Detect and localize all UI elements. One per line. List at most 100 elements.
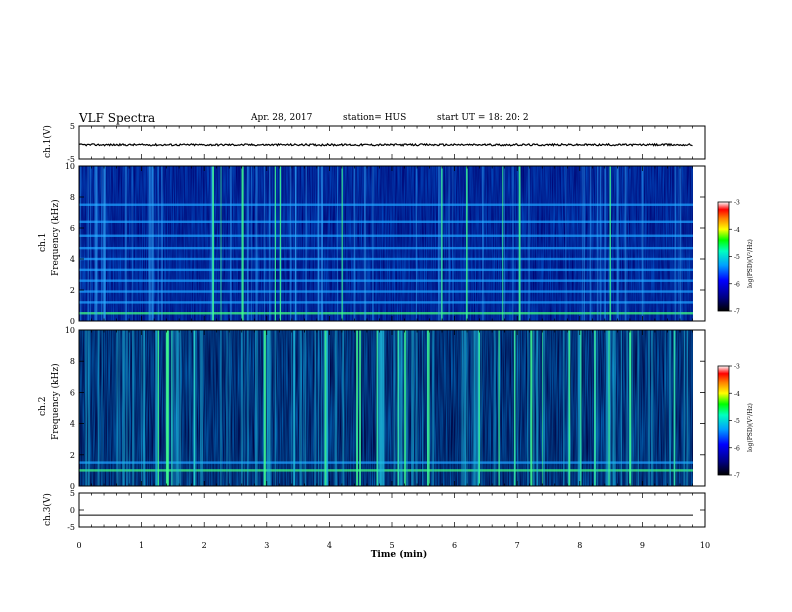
vertical-burst (463, 330, 466, 486)
vertical-burst (126, 330, 128, 486)
vertical-burst (406, 330, 408, 486)
vertical-burst (101, 166, 103, 321)
vertical-burst (594, 330, 596, 486)
vertical-burst (254, 330, 257, 486)
spectral-band (79, 301, 693, 304)
vertical-burst (542, 330, 543, 486)
vertical-burst (122, 330, 124, 486)
vertical-burst (440, 166, 442, 321)
vertical-burst (581, 166, 583, 321)
vertical-burst (263, 330, 266, 486)
vertical-burst (428, 330, 430, 486)
header-station: station= HUS (343, 113, 407, 123)
y-tick-label: 2 (70, 286, 75, 295)
vertical-burst (155, 330, 158, 486)
ch1-horizontal-bands (79, 203, 693, 315)
vertical-burst (512, 166, 514, 321)
header-date: Apr. 28, 2017 (251, 113, 313, 123)
x-tick-label: 5 (389, 541, 394, 550)
vertical-burst (565, 166, 567, 321)
vertical-burst (334, 330, 336, 486)
y-tick-label: 6 (70, 388, 75, 397)
y-tick-label: 0 (70, 482, 75, 491)
vertical-burst (269, 166, 271, 321)
vertical-burst (175, 330, 177, 486)
vertical-burst (161, 166, 163, 321)
vertical-burst (382, 330, 384, 486)
vertical-burst (157, 166, 159, 321)
vertical-burst (372, 166, 374, 321)
ch2-horizontal-bands (79, 461, 693, 472)
x-tick-label: 4 (327, 541, 332, 550)
vertical-burst (321, 166, 323, 321)
spectral-band (79, 461, 693, 464)
vertical-burst (90, 166, 92, 321)
y-tick-label: 10 (65, 326, 75, 335)
vertical-burst (289, 166, 292, 321)
vertical-burst (432, 330, 433, 486)
y-tick-label: -5 (67, 523, 75, 532)
vertical-burst (157, 330, 159, 486)
vertical-burst (679, 166, 682, 321)
vertical-burst (664, 330, 666, 486)
vertical-burst (337, 166, 338, 321)
vertical-burst (341, 166, 343, 321)
spectral-band (79, 469, 693, 472)
vertical-burst (201, 330, 204, 486)
y-tick-label: 4 (70, 420, 75, 429)
vertical-burst (195, 330, 197, 486)
ch3-waveform-ylabel: ch.3(V) (42, 493, 53, 526)
x-tick-label: 10 (700, 541, 710, 550)
vertical-burst (240, 330, 243, 486)
x-tick-label: 9 (640, 541, 645, 550)
vertical-burst (87, 166, 89, 321)
vertical-burst (448, 166, 450, 321)
vertical-burst (151, 166, 153, 321)
vertical-burst (363, 166, 367, 321)
vertical-burst (304, 330, 306, 486)
vertical-burst (247, 166, 249, 321)
colorbar-tick-label: -5 (734, 254, 740, 261)
vertical-burst (467, 330, 469, 486)
vertical-burst (326, 330, 328, 486)
vertical-burst (318, 330, 320, 486)
ch2-vertical-bursts (85, 330, 689, 486)
vertical-burst (123, 330, 125, 486)
vertical-burst (626, 330, 628, 486)
vertical-burst (193, 330, 196, 486)
vertical-burst (673, 330, 676, 486)
vertical-burst (220, 166, 222, 321)
x-tick-label: 6 (452, 541, 457, 550)
vertical-burst (199, 330, 202, 486)
vertical-burst (400, 330, 402, 486)
vertical-burst (321, 330, 323, 486)
vertical-burst (397, 330, 400, 486)
vertical-burst (577, 330, 580, 486)
vertical-burst (103, 166, 106, 321)
vertical-burst (165, 330, 168, 486)
vertical-burst (326, 330, 328, 486)
vertical-burst (517, 330, 519, 486)
spectral-band (79, 312, 693, 315)
vertical-burst (493, 330, 496, 486)
y-tick-label: 5 (70, 489, 75, 498)
vertical-burst (637, 330, 639, 486)
vertical-burst (631, 330, 633, 486)
vertical-burst (171, 330, 173, 486)
y-tick-label: 2 (70, 451, 75, 460)
vertical-burst (266, 330, 268, 486)
vertical-burst (229, 166, 232, 321)
vertical-burst (606, 330, 609, 486)
vertical-burst (406, 330, 408, 486)
vertical-burst (624, 166, 627, 321)
ch2-spectrogram-panel (78, 329, 706, 487)
vertical-burst (471, 330, 473, 486)
chart-title: VLF Spectra (79, 111, 156, 125)
spectral-band (79, 290, 693, 293)
vertical-burst (397, 330, 400, 486)
vertical-burst (616, 166, 618, 321)
vertical-burst (567, 330, 569, 486)
spectral-band (79, 203, 693, 206)
